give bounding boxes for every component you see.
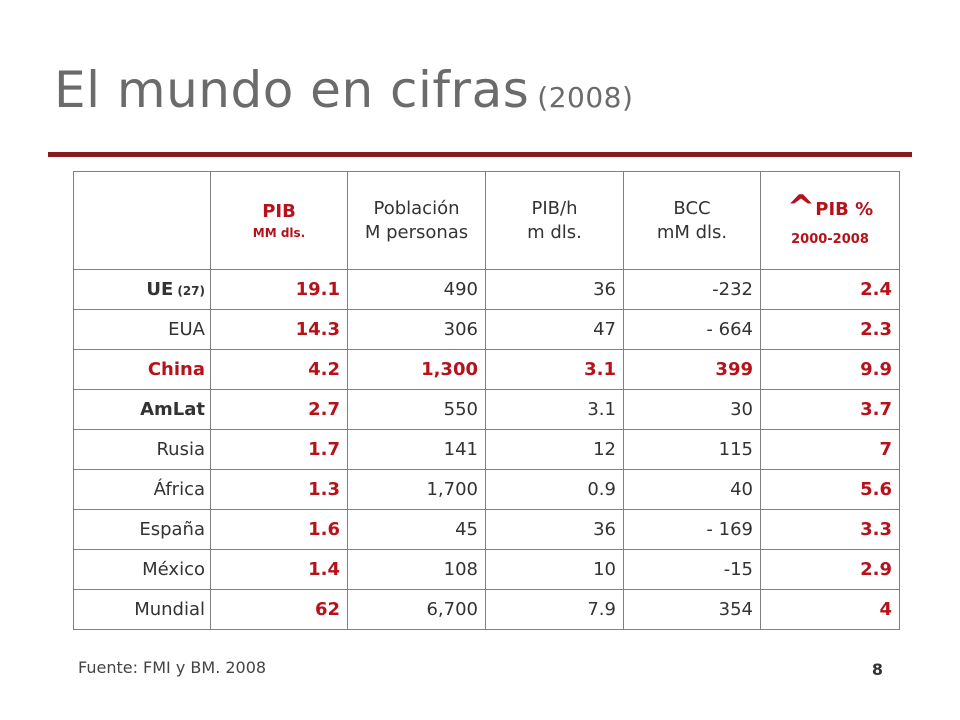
cell-poblacion: 6,700: [347, 589, 486, 630]
cell-pib: 2.7: [210, 389, 348, 430]
cell-poblacion: 550: [347, 389, 486, 430]
table-row: España 1.6 45 36 - 169 3.3: [73, 509, 900, 550]
title-text: El mundo en cifras: [54, 61, 530, 119]
table-row: China 4.2 1,300 3.1 399 9.9: [73, 349, 900, 390]
table-row: México 1.4 108 10 -15 2.9: [73, 549, 900, 590]
cell-growth: 5.6: [760, 469, 900, 510]
row-name: España: [73, 509, 211, 550]
cell-pib: 1.3: [210, 469, 348, 510]
cell-pib: 1.4: [210, 549, 348, 590]
cell-growth: 4: [760, 589, 900, 630]
cell-pibh: 47: [485, 309, 624, 350]
table-row: EUA 14.3 306 47 - 664 2.3: [73, 309, 900, 350]
header-poblacion: Población M personas: [347, 171, 486, 270]
cell-bcc: 399: [623, 349, 761, 390]
table-row: Mundial 62 6,700 7.9 354 4: [73, 589, 900, 630]
cell-bcc: - 169: [623, 509, 761, 550]
cell-bcc: - 664: [623, 309, 761, 350]
cell-pibh: 36: [485, 509, 624, 550]
cell-growth: 9.9: [760, 349, 900, 390]
row-name: China: [73, 349, 211, 390]
cell-pibh: 3.1: [485, 349, 624, 390]
growth-caret-icon: ^: [786, 187, 816, 228]
economic-data-table: PIB MM dls. Población M personas PIB/h m…: [73, 171, 900, 630]
header-pib: PIB MM dls.: [210, 171, 348, 270]
cell-pibh: 7.9: [485, 589, 624, 630]
table-row: Rusia 1.7 141 12 115 7: [73, 429, 900, 470]
cell-bcc: -232: [623, 269, 761, 310]
cell-pibh: 12: [485, 429, 624, 470]
table-row: África 1.3 1,700 0.9 40 5.6: [73, 469, 900, 510]
cell-poblacion: 1,300: [347, 349, 486, 390]
cell-growth: 3.3: [760, 509, 900, 550]
row-name: México: [73, 549, 211, 590]
row-name: Rusia: [73, 429, 211, 470]
cell-poblacion: 306: [347, 309, 486, 350]
header-bcc: BCC mM dls.: [623, 171, 761, 270]
cell-pibh: 3.1: [485, 389, 624, 430]
cell-pibh: 36: [485, 269, 624, 310]
cell-bcc: 115: [623, 429, 761, 470]
table-row: UE (27) 19.1 490 36 -232 2.4: [73, 269, 900, 310]
cell-bcc: 30: [623, 389, 761, 430]
cell-growth: 2.3: [760, 309, 900, 350]
row-name: UE (27): [73, 269, 211, 310]
cell-pib: 4.2: [210, 349, 348, 390]
row-name: AmLat: [73, 389, 211, 430]
cell-poblacion: 490: [347, 269, 486, 310]
cell-growth: 2.9: [760, 549, 900, 590]
row-name: África: [73, 469, 211, 510]
cell-poblacion: 108: [347, 549, 486, 590]
cell-pib: 62: [210, 589, 348, 630]
row-name: Mundial: [73, 589, 211, 630]
cell-pibh: 0.9: [485, 469, 624, 510]
cell-pib: 1.6: [210, 509, 348, 550]
cell-pib: 19.1: [210, 269, 348, 310]
cell-poblacion: 1,700: [347, 469, 486, 510]
cell-poblacion: 45: [347, 509, 486, 550]
table-row: AmLat 2.7 550 3.1 30 3.7: [73, 389, 900, 430]
cell-growth: 2.4: [760, 269, 900, 310]
header-empty: [73, 171, 211, 270]
cell-pib: 14.3: [210, 309, 348, 350]
cell-bcc: 354: [623, 589, 761, 630]
cell-bcc: 40: [623, 469, 761, 510]
page-number: 8: [871, 660, 883, 679]
source-note: Fuente: FMI y BM. 2008: [78, 658, 267, 677]
table-header-row: PIB MM dls. Población M personas PIB/h m…: [73, 171, 900, 270]
cell-growth: 7: [760, 429, 900, 470]
cell-poblacion: 141: [347, 429, 486, 470]
header-pib-growth: ^PIB % 2000-2008: [760, 171, 900, 270]
title-divider: [48, 152, 912, 157]
row-name: EUA: [73, 309, 211, 350]
cell-pib: 1.7: [210, 429, 348, 470]
slide-title: El mundo en cifras (2008): [54, 60, 633, 128]
header-pib-per-capita: PIB/h m dls.: [485, 171, 624, 270]
cell-pibh: 10: [485, 549, 624, 590]
cell-growth: 3.7: [760, 389, 900, 430]
cell-bcc: -15: [623, 549, 761, 590]
title-year: (2008): [537, 81, 634, 114]
